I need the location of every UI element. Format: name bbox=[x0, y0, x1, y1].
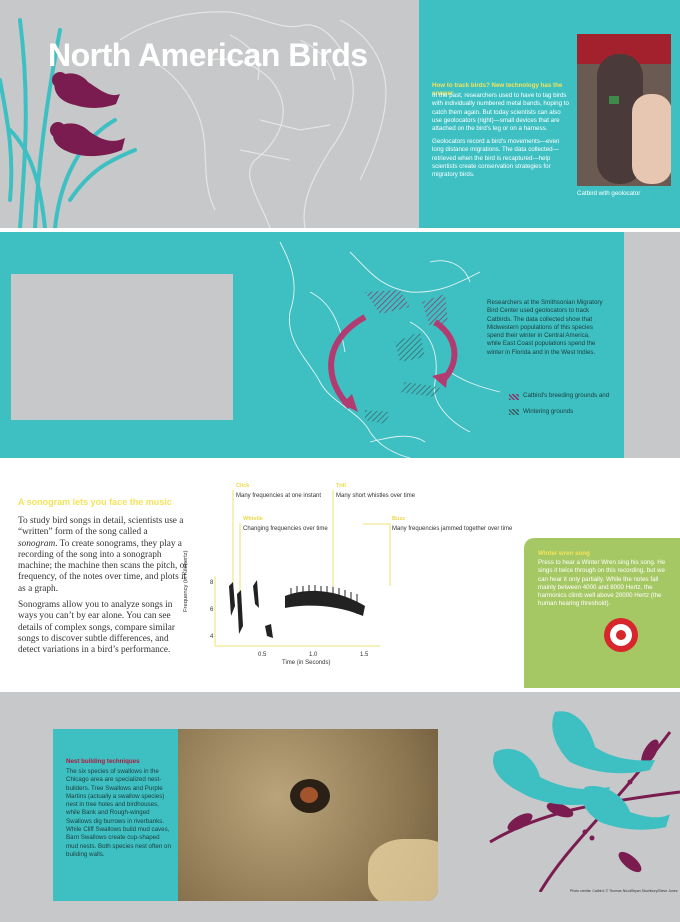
migration-panel: Researchers at the Smithsonian Migratory… bbox=[0, 232, 680, 458]
tracking-info-box: How to track birds? New technology has t… bbox=[419, 0, 680, 228]
wintering-region-florida bbox=[395, 332, 425, 362]
y-axis-label: Frequency (in Kilohertz) bbox=[183, 550, 189, 612]
annotation-trill-head: Trill bbox=[336, 483, 346, 489]
photo-caption: Catbird with geolocator bbox=[577, 190, 641, 197]
y-tick-6: 6 bbox=[210, 607, 214, 613]
annotation-whistle-text: Changing frequencies over time bbox=[243, 526, 328, 532]
nest-text: The six species of swallows in the Chica… bbox=[66, 768, 171, 858]
migration-arrow-west bbox=[328, 314, 367, 410]
grass-illustration bbox=[0, 18, 137, 228]
research-text: Researchers at the Smithsonian Migratory… bbox=[487, 299, 603, 356]
breeding-region-east bbox=[422, 294, 448, 327]
x-tick-0-5: 0.5 bbox=[258, 652, 267, 658]
annotation-click-head: Click bbox=[236, 483, 250, 489]
wintering-region-central-america bbox=[365, 410, 390, 424]
tracking-paragraph-2: Geolocators record a bird's movements—ev… bbox=[432, 138, 560, 179]
catbird-photo bbox=[577, 34, 671, 186]
migration-map bbox=[279, 241, 501, 458]
play-song-button[interactable] bbox=[604, 618, 638, 652]
annotation-trill-text: Many short whistles over time bbox=[336, 493, 416, 499]
wren-bird-illustration bbox=[50, 72, 125, 157]
legend-breeding-label: Catbird's breeding grounds and bbox=[523, 392, 610, 399]
sonogram-graph bbox=[214, 490, 391, 647]
legend-breeding-swatch bbox=[509, 394, 519, 400]
intro-panel: North American Birds How to track birds?… bbox=[0, 0, 680, 228]
annotation-buzz-head: Buzz bbox=[392, 516, 406, 522]
swallows-branch-illustration bbox=[489, 711, 680, 892]
sonogram-paragraph-1: To study bird songs in detail, scientist… bbox=[18, 516, 188, 594]
north-america-map-outline bbox=[119, 11, 387, 228]
legend-wintering-label: Wintering grounds bbox=[523, 408, 574, 415]
video-placeholder[interactable] bbox=[11, 274, 233, 420]
sonogram-paragraph-2: Sonograms allow you to analyze songs in … bbox=[18, 600, 175, 656]
tracking-heading: How to track birds? New technology has t… bbox=[432, 82, 563, 98]
x-axis-label: Time (in Seconds) bbox=[282, 660, 331, 666]
y-tick-8: 8 bbox=[210, 580, 214, 586]
sonogram-heading: A sonogram lets you face the music bbox=[18, 497, 172, 507]
page-title: North American Birds bbox=[48, 37, 368, 73]
swallow-nest-photo bbox=[178, 729, 438, 901]
x-tick-1-5: 1.5 bbox=[360, 652, 369, 658]
photo-credits: Photo credits: Catbird: © Thomas Nicol/B… bbox=[570, 889, 678, 893]
wintering-region-west-indies bbox=[400, 382, 440, 397]
winter-wren-text: Press to hear a Winter Wren sing his son… bbox=[538, 559, 666, 608]
annotation-buzz-text: Many frequencies jammed together over ti… bbox=[392, 526, 513, 532]
breeding-region-midwest bbox=[365, 290, 410, 314]
winter-wren-heading: Winter wren song bbox=[538, 550, 590, 557]
annotation-click-text: Many frequencies at one instant bbox=[236, 493, 322, 499]
nest-panel: Nest building techniques The six species… bbox=[0, 692, 680, 922]
gray-sidebar bbox=[624, 232, 680, 458]
winter-wren-box: Winter wren song Press to hear a Winter … bbox=[524, 538, 680, 688]
sonogram-panel: A sonogram lets you face the music To st… bbox=[0, 462, 680, 688]
legend-wintering-swatch bbox=[509, 409, 519, 415]
x-tick-1-0: 1.0 bbox=[309, 652, 318, 658]
nest-info-box: Nest building techniques The six species… bbox=[53, 729, 178, 901]
nest-heading: Nest building techniques bbox=[66, 758, 140, 765]
y-tick-4: 4 bbox=[210, 634, 214, 640]
tracking-paragraph-1: In the past, researchers used to have to… bbox=[432, 92, 569, 133]
annotation-whistle-head: Whistle bbox=[243, 516, 263, 522]
